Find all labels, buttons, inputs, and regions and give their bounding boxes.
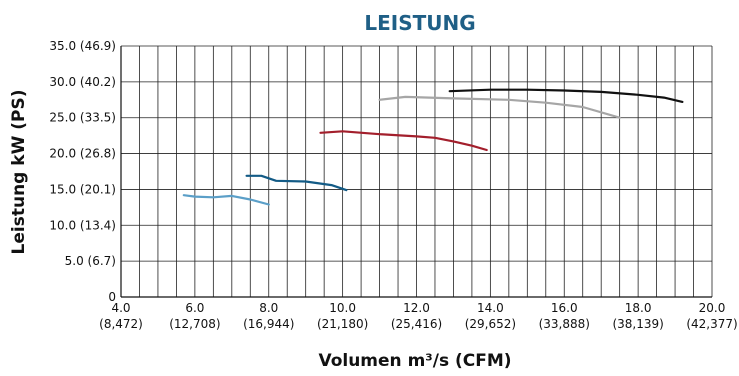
- x-tick-sublabel: (12,708): [169, 317, 220, 331]
- y-tick-label: 20.0 (26.8): [49, 147, 116, 161]
- x-tick-label: 12.0: [403, 301, 430, 315]
- x-tick-label: 16.0: [551, 301, 578, 315]
- y-tick-label: 10.0 (13.4): [49, 218, 116, 232]
- grid: [121, 45, 713, 297]
- x-axis-title: Volumen m³/s (CFM): [318, 351, 511, 371]
- y-tick-labels: 0 5.0 (6.7) 10.0 (13.4) 15.0 (20.1) 20.0 (26…: [49, 39, 116, 304]
- y-tick-label: 30.0 (40.2): [49, 75, 116, 89]
- x-tick-label: 20.0: [699, 301, 726, 315]
- series-line-2: [245, 174, 348, 192]
- series-line-4: [378, 95, 621, 119]
- x-tick-sublabel: (42,377): [686, 317, 737, 331]
- y-tick-label: 35.0 (46.9): [49, 39, 116, 53]
- x-tick-sublabel: (16,944): [243, 317, 294, 331]
- x-tick-label: 14.0: [477, 301, 504, 315]
- x-tick-label: 4.0: [111, 301, 130, 315]
- x-tick-sublabel: (21,180): [317, 317, 368, 331]
- series-lines: [182, 88, 684, 206]
- x-tick-label: 10.0: [329, 301, 356, 315]
- x-tick-label: 8.0: [259, 301, 278, 315]
- x-tick-label: 6.0: [185, 301, 204, 315]
- x-tick-sublabel: (29,652): [465, 317, 516, 331]
- x-tick-sublabel: (8,472): [99, 317, 143, 331]
- series-line-1: [182, 194, 270, 206]
- series-line-5: [448, 88, 684, 104]
- x-tick-sublabel: (25,416): [391, 317, 442, 331]
- x-tick-label: 18.0: [625, 301, 652, 315]
- x-tick-sublabel: (33,888): [539, 317, 590, 331]
- x-tick-labels: 4.0 (8,472) 6.0 (12,708) 8.0 (16,944) 10.0 (21,…: [99, 301, 738, 331]
- y-tick-label: 0: [108, 290, 116, 304]
- y-tick-label: 15.0 (20.1): [49, 182, 116, 196]
- y-tick-label: 25.0 (33.5): [49, 111, 116, 125]
- y-axis-title: Leistung kW (PS): [9, 90, 29, 255]
- x-tick-sublabel: (38,139): [612, 317, 663, 331]
- series-line-3: [319, 130, 488, 152]
- y-tick-label: 5.0 (6.7): [65, 254, 116, 268]
- axes: [120, 46, 712, 298]
- chart-title: LEISTUNG: [364, 11, 475, 35]
